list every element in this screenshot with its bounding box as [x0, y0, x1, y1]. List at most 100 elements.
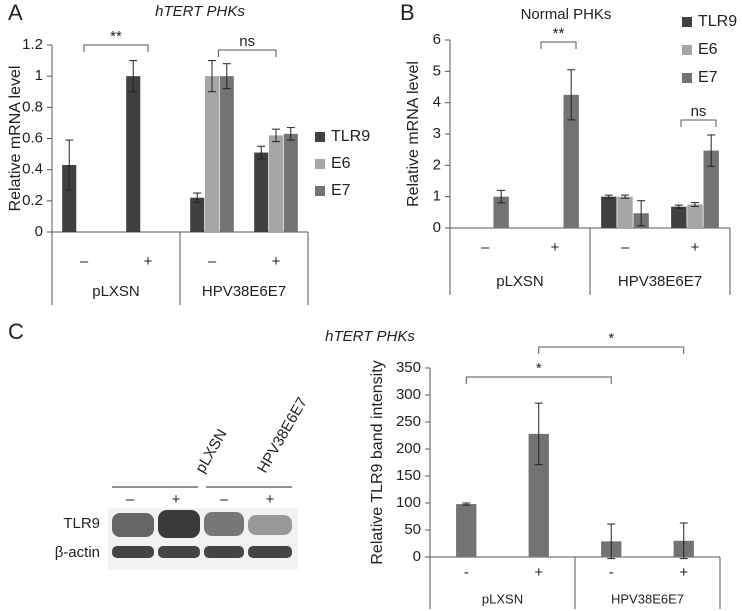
y-tick-label: 0: [35, 223, 43, 240]
legend-label: E6: [698, 41, 718, 58]
legend-swatch: [315, 132, 325, 142]
y-axis-label: Relative mRNA level: [405, 61, 422, 207]
treatment-label: –: [126, 491, 135, 508]
x-tick-label: +: [551, 239, 560, 256]
panel-label: A: [8, 0, 23, 25]
y-tick-label: 250: [396, 413, 421, 430]
legend-swatch: [315, 159, 325, 169]
y-tick-label: 1.2: [22, 36, 43, 53]
significance-label: ns: [239, 33, 255, 50]
band: [248, 546, 292, 558]
x-tick-label: +: [679, 564, 688, 581]
bar: [62, 164, 77, 232]
x-tick-label: +: [144, 253, 153, 270]
y-tick-label: 300: [396, 386, 421, 403]
bar: [254, 152, 269, 232]
y-tick-label: 4: [433, 94, 441, 111]
y-tick-label: 350: [396, 359, 421, 376]
y-tick-label: 50: [404, 521, 421, 538]
band: [112, 513, 154, 537]
significance-bracket: [540, 41, 577, 49]
significance-bracket: [538, 346, 685, 354]
band: [112, 546, 154, 558]
significance-label: ns: [691, 103, 707, 120]
band: [204, 512, 244, 536]
significance-bracket: [680, 119, 717, 127]
significance-bracket: [465, 376, 612, 384]
bar: [563, 94, 579, 228]
band: [248, 515, 292, 535]
x-tick-label: –: [80, 253, 89, 270]
bar: [493, 196, 509, 228]
y-tick-label: 100: [396, 494, 421, 511]
y-tick-label: 3: [433, 125, 441, 142]
bar: [126, 76, 141, 233]
x-tick-label: +: [691, 239, 700, 256]
legend-label: TLR9: [698, 13, 737, 30]
x-tick-label: +: [272, 253, 281, 270]
band: [158, 546, 200, 558]
group-label: HPV38E6E7: [202, 283, 286, 300]
bar: [456, 504, 477, 557]
bar: [687, 204, 703, 228]
legend-swatch: [682, 17, 692, 27]
group-label: pLXSN: [92, 283, 140, 300]
y-tick-label: 0: [433, 219, 441, 236]
bar: [671, 206, 687, 228]
y-tick-label: 1: [35, 67, 43, 84]
legend-label: TLR9: [331, 128, 370, 145]
x-tick-label: -: [609, 564, 614, 581]
x-tick-label: -: [464, 564, 469, 581]
bar: [204, 76, 220, 233]
significance-label: *: [536, 360, 542, 377]
bar: [617, 196, 633, 228]
x-tick-label: –: [481, 239, 490, 256]
band: [158, 510, 200, 538]
bar: [601, 196, 617, 228]
y-tick-label: 0.6: [22, 129, 43, 146]
treatment-label: –: [220, 491, 229, 508]
row-label: β-actin: [55, 544, 100, 561]
legend-swatch: [315, 186, 325, 196]
legend-label: E6: [331, 155, 351, 172]
y-tick-label: 150: [396, 467, 421, 484]
significance-label: *: [608, 330, 614, 347]
treatment-label: +: [172, 491, 181, 508]
y-tick-label: 1: [433, 188, 441, 205]
y-tick-label: 6: [433, 31, 441, 48]
group-label: HPV38E6E7: [611, 591, 684, 606]
y-tick-label: 0.4: [22, 161, 43, 178]
y-axis-label: Relative TLR9 band intensity: [369, 360, 386, 564]
row-label: TLR9: [63, 515, 100, 532]
chart-title: hTERT PHKs: [155, 3, 245, 20]
group-label: HPV38E6E7: [618, 273, 702, 290]
significance-bracket: [217, 49, 277, 57]
significance-bracket: [83, 44, 149, 52]
y-axis-label: Relative mRNA level: [7, 66, 24, 212]
group-label: pLXSN: [496, 273, 544, 290]
bar: [268, 135, 284, 232]
lane-label: pLXSN: [192, 426, 230, 476]
panel-label: B: [400, 0, 415, 25]
y-tick-label: 2: [433, 156, 441, 173]
group-label: pLXSN: [482, 591, 523, 606]
significance-label: **: [553, 25, 565, 42]
panel-title: hTERT PHKs: [325, 328, 415, 345]
significance-label: **: [110, 28, 122, 45]
legend-label: E7: [698, 69, 718, 86]
bar: [283, 133, 298, 232]
bar: [219, 76, 234, 233]
x-tick-label: –: [621, 239, 630, 256]
legend-label: E7: [331, 182, 351, 199]
legend-swatch: [682, 73, 692, 83]
bar: [703, 150, 719, 228]
x-tick-label: +: [534, 564, 543, 581]
y-tick-label: 5: [433, 62, 441, 79]
y-tick-label: 200: [396, 440, 421, 457]
bar: [528, 433, 549, 557]
bar: [190, 197, 205, 232]
chart-title: Normal PHKs: [521, 6, 612, 23]
legend-swatch: [682, 45, 692, 55]
x-tick-label: –: [208, 253, 217, 270]
